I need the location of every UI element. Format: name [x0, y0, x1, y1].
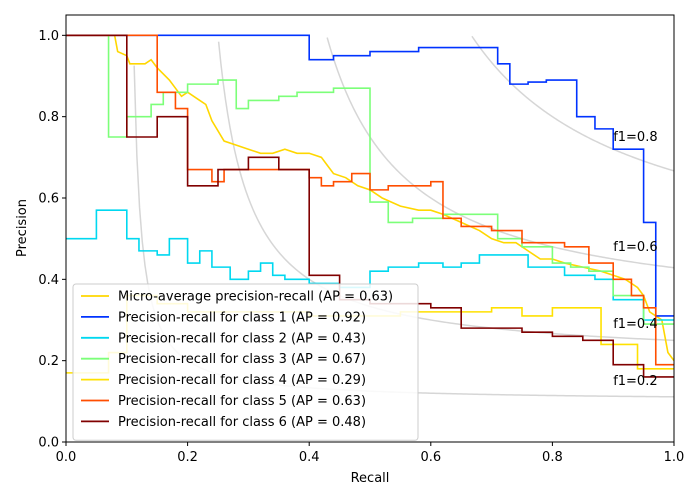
- axes: 0.0 0.2 0.4 0.6 0.8 1.0 0.0 0.2 0.4 0.6 0.8 1.0: [38, 29, 684, 465]
- iso-f1-labels: f1=0.2 f1=0.4 f1=0.6 f1=0.8: [613, 130, 657, 389]
- legend-entry-label: Precision-recall for class 2 (AP = 0.43): [118, 331, 366, 346]
- series-line-1: [66, 34, 674, 317]
- x-tick-label: 0.4: [299, 450, 320, 465]
- legend-entry-label: Precision-recall for class 4 (AP = 0.29): [118, 373, 366, 388]
- x-tick-label: 1.0: [664, 450, 685, 465]
- legend-box: [72, 283, 419, 441]
- iso-f1-label: f1=0.8: [613, 130, 657, 145]
- x-tick-label: 0.2: [177, 450, 198, 465]
- y-axis-label: Precision: [15, 199, 30, 257]
- y-tick-label: 0.0: [38, 436, 59, 451]
- x-tick-label: 0.0: [56, 450, 77, 465]
- legend: Micro-average precision-recall (AP = 0.6…: [72, 283, 419, 441]
- y-tick-label: 1.0: [38, 29, 59, 44]
- series-line-5: [66, 34, 674, 366]
- iso-f1-curve: [471, 35, 674, 172]
- x-tick-label: 0.6: [420, 450, 441, 465]
- x-axis-label: Recall: [351, 471, 390, 486]
- iso-f1-label: f1=0.6: [613, 240, 657, 255]
- legend-entry-label: Precision-recall for class 6 (AP = 0.48): [118, 415, 366, 430]
- iso-f1-curve: [326, 37, 674, 269]
- iso-f1-label: f1=0.4: [613, 317, 657, 332]
- series-line-2: [66, 209, 674, 321]
- plot-frame: [65, 14, 675, 443]
- y-tick-label: 0.6: [38, 192, 59, 207]
- y-tick-label: 0.2: [38, 354, 59, 369]
- iso-f1-label: f1=0.2: [613, 374, 657, 389]
- legend-entry-label: Precision-recall for class 5 (AP = 0.63): [118, 394, 366, 409]
- iso-f1-curve: [217, 41, 674, 342]
- x-tick-label: 0.8: [542, 450, 563, 465]
- legend-entry-label: Precision-recall for class 1 (AP = 0.92): [118, 310, 366, 325]
- legend-entry-label: Precision-recall for class 3 (AP = 0.67): [118, 352, 366, 367]
- y-tick-label: 0.4: [38, 273, 59, 288]
- y-tick-label: 0.8: [38, 110, 59, 125]
- legend-entry-label: Micro-average precision-recall (AP = 0.6…: [118, 290, 393, 305]
